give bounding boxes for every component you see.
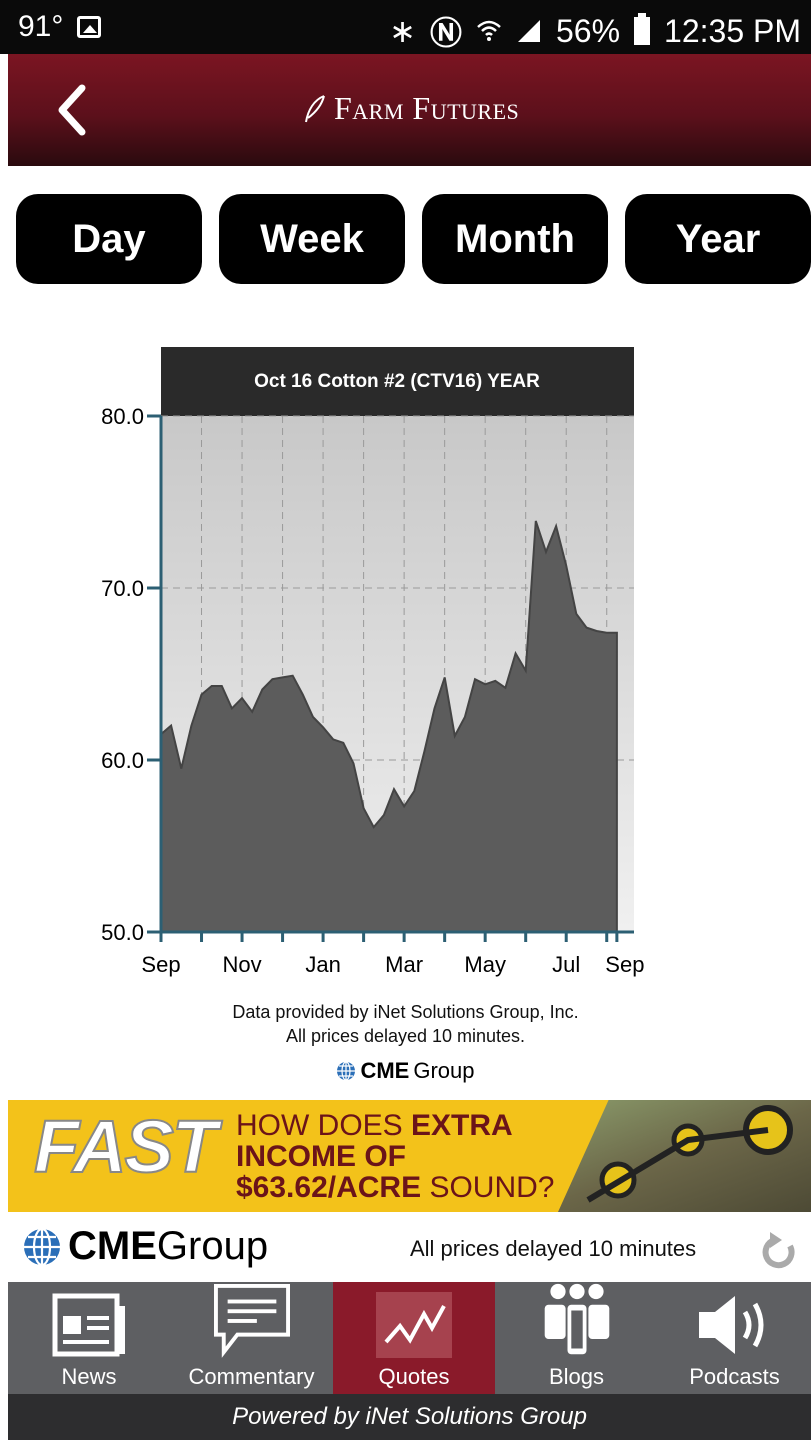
cme-footer-bar: CMEGroup All prices delayed 10 minutes — [0, 1212, 811, 1282]
powered-by-footer: Powered by iNet Solutions Group — [8, 1394, 811, 1440]
price-area — [160, 520, 618, 933]
ad-tractor-photo — [558, 1100, 811, 1212]
ad-line3b: SOUND? — [421, 1171, 555, 1204]
tab-podcasts[interactable]: Podcasts — [658, 1282, 811, 1394]
price-chart: Oct 16 Cotton #2 (CTV16) YEAR 50.0 60.0 70… — [101, 347, 644, 977]
x-tick-label: Sep — [605, 952, 644, 977]
x-tick-label: Mar — [385, 952, 423, 977]
battery-icon — [634, 13, 651, 45]
range-year-button[interactable]: Year — [625, 194, 811, 284]
back-button[interactable] — [44, 80, 104, 140]
status-left: 91° — [18, 10, 102, 44]
image-notification-icon — [77, 16, 102, 38]
data-credit-line2: All prices delayed 10 minutes. — [285, 1026, 526, 1046]
y-tick-label: 60.0 — [101, 748, 144, 773]
cme-group-small-logo: CME Group — [0, 1058, 811, 1084]
bottom-tab-bar: News Commentary Quotes Blogs Podcasts — [8, 1282, 811, 1394]
tab-podcasts-label: Podcasts — [689, 1364, 780, 1389]
chart-title-bar — [161, 347, 634, 416]
range-month-label: Month — [455, 216, 575, 261]
y-tick-label: 50.0 — [101, 920, 144, 945]
y-tick-label: 70.0 — [101, 576, 144, 601]
ad-line3a: $63.62/ACRE — [236, 1171, 422, 1204]
chart-title: Oct 16 Cotton #2 (CTV16) YEAR — [254, 371, 540, 392]
range-year-label: Year — [675, 216, 761, 261]
tab-news[interactable]: News — [8, 1282, 170, 1394]
speaker-icon — [698, 1296, 763, 1354]
x-axis-labels: Sep Nov Jan Mar May Jul Sep — [141, 952, 644, 977]
logo-text: Farm Futures — [334, 90, 520, 126]
clock: 12:35 PM — [664, 12, 801, 49]
tab-quotes[interactable]: Quotes — [333, 1282, 495, 1394]
x-tick-label: Jul — [552, 952, 580, 977]
tab-quotes-label: Quotes — [378, 1364, 450, 1389]
range-week-label: Week — [260, 216, 364, 261]
range-month-button[interactable]: Month — [422, 194, 608, 284]
y-axis-labels: 50.0 60.0 70.0 80.0 — [101, 404, 144, 945]
delay-notice: All prices delayed 10 minutes — [410, 1236, 697, 1261]
tab-news-label: News — [61, 1364, 117, 1389]
range-day-button[interactable]: Day — [16, 194, 202, 284]
tab-commentary-label: Commentary — [188, 1364, 315, 1389]
globe-icon — [24, 1227, 60, 1266]
wifi-icon — [477, 20, 501, 41]
range-week-button[interactable]: Week — [219, 194, 405, 284]
battery-percent: 56% — [555, 12, 621, 49]
cme-small-bold: CME — [360, 1058, 410, 1083]
cme-brand-bold: CME — [68, 1224, 157, 1268]
x-tick-label: Nov — [222, 952, 261, 977]
ad-line2: INCOME OF — [236, 1140, 406, 1173]
tab-blogs[interactable]: Blogs — [495, 1282, 658, 1394]
x-tick-label: Sep — [141, 952, 180, 977]
refresh-icon[interactable] — [760, 1232, 800, 1272]
nfc-icon: Ⓝ — [429, 15, 462, 51]
tractor-icon — [586, 1105, 793, 1203]
status-right: ∗ Ⓝ 56% 12:35 PM — [389, 8, 801, 54]
newspaper-icon — [52, 1293, 125, 1357]
ad-line1b: EXTRA — [411, 1109, 513, 1142]
tab-commentary[interactable]: Commentary — [170, 1282, 333, 1394]
advertisement-banner[interactable]: FAST HOW DOES EXTRA INCOME OF $63.62/ACR… — [8, 1100, 811, 1212]
status-bar: 91° ∗ Ⓝ 56% 12:35 PM — [0, 0, 811, 54]
farm-futures-logo: Farm Futures — [304, 90, 519, 127]
ad-headline: HOW DOES EXTRA INCOME OF $63.62/ACRE SOU… — [236, 1110, 554, 1203]
tab-blogs-label: Blogs — [548, 1364, 605, 1389]
chevron-left-icon — [58, 84, 86, 136]
bluetooth-icon: ∗ — [389, 13, 416, 49]
cme-brand-rest: Group — [156, 1224, 269, 1268]
app-header: Farm Futures — [8, 54, 811, 166]
globe-icon — [337, 1061, 356, 1081]
temperature: 91° — [18, 10, 64, 43]
speech-bubble-icon — [213, 1283, 290, 1358]
axes — [147, 414, 634, 942]
data-credit-line1: Data provided by iNet Solutions Group, I… — [232, 1002, 579, 1022]
people-icon — [544, 1283, 609, 1355]
ad-line1a: HOW DOES — [236, 1109, 412, 1142]
cme-group-logo: CMEGroup — [22, 1224, 268, 1269]
line-chart-icon — [376, 1292, 452, 1358]
cell-signal-icon — [517, 20, 540, 42]
range-day-label: Day — [72, 216, 146, 261]
ad-fast-logo: FAST — [33, 1104, 218, 1189]
cme-small-rest: Group — [413, 1058, 475, 1083]
feather-icon — [305, 94, 325, 122]
y-tick-label: 80.0 — [101, 404, 144, 429]
x-tick-label: May — [464, 952, 506, 977]
x-tick-label: Jan — [305, 952, 340, 977]
